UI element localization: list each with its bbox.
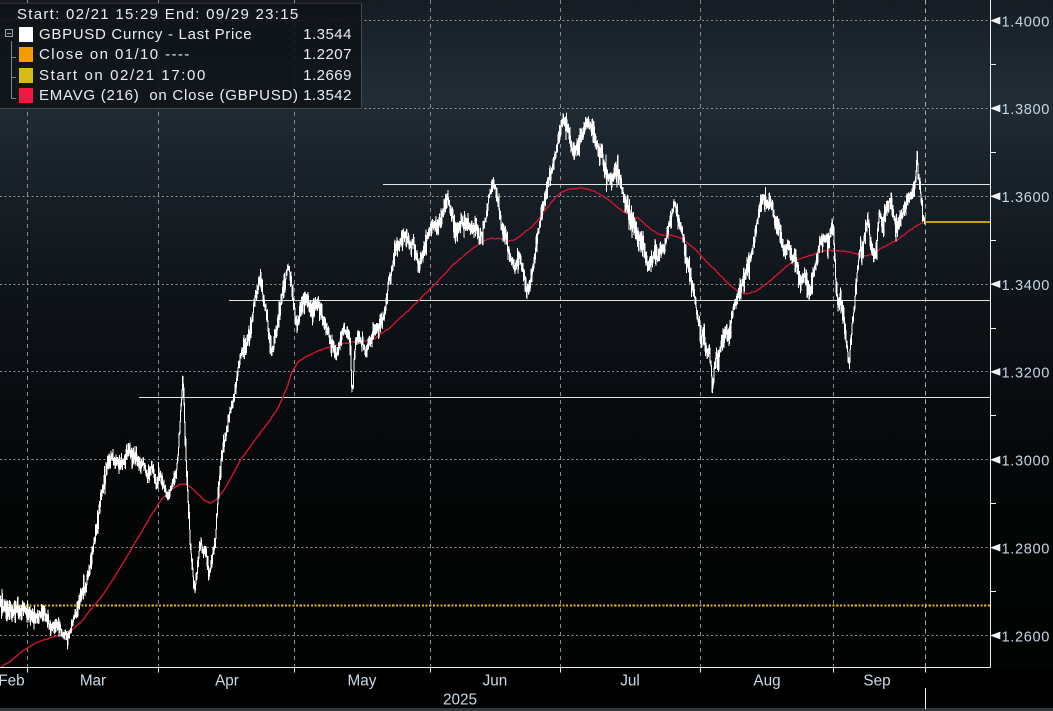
- svg-text:Aug: Aug: [753, 673, 780, 690]
- svg-text:Feb: Feb: [0, 673, 25, 690]
- svg-text:1.3800: 1.3800: [1002, 102, 1051, 118]
- svg-text:1.4000: 1.4000: [1002, 14, 1051, 30]
- svg-text:2025: 2025: [443, 692, 477, 709]
- svg-text:May: May: [348, 673, 377, 690]
- svg-text:1.2600: 1.2600: [1002, 629, 1051, 645]
- svg-text:Sep: Sep: [863, 673, 890, 690]
- svg-text:1.2800: 1.2800: [1002, 541, 1051, 557]
- svg-text:1.3200: 1.3200: [1002, 366, 1051, 382]
- svg-text:Apr: Apr: [215, 673, 239, 690]
- svg-text:Jul: Jul: [620, 673, 640, 690]
- svg-text:1.3000: 1.3000: [1002, 454, 1051, 470]
- svg-text:1.3400: 1.3400: [1002, 278, 1051, 294]
- svg-text:Mar: Mar: [80, 673, 106, 690]
- svg-text:1.3600: 1.3600: [1002, 190, 1051, 206]
- svg-text:Jun: Jun: [483, 673, 508, 690]
